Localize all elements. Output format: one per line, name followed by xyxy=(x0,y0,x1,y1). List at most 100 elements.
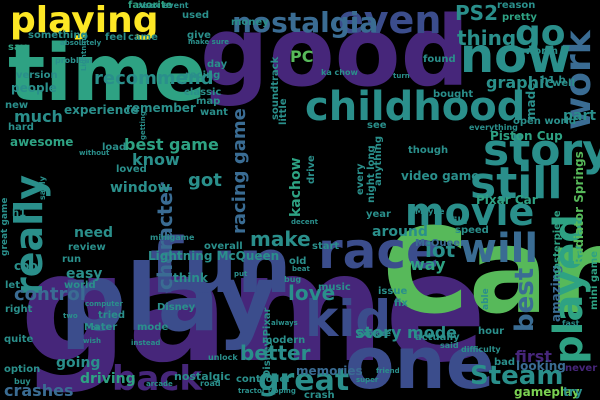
word-year: year xyxy=(366,209,391,220)
word-bought: bought xyxy=(433,89,473,100)
word-better: better xyxy=(240,341,311,365)
word-mini-game: mini game xyxy=(589,251,600,310)
word-crashes: crashes xyxy=(4,381,73,400)
word-friend: friend xyxy=(376,367,400,375)
word-fast: fast xyxy=(562,319,580,328)
word-story: story xyxy=(483,125,600,176)
word-came: came xyxy=(128,32,158,43)
word-one: one xyxy=(345,321,495,400)
word-experience: experience xyxy=(64,103,139,117)
word-getting: getting xyxy=(139,111,147,140)
word-absolutely: absolutely xyxy=(60,39,102,47)
word-difficulty: difficulty xyxy=(461,345,501,354)
word-great-game: great game xyxy=(0,198,10,257)
word-want: want xyxy=(200,107,228,118)
word-tractor-tipping: tractor tipping xyxy=(238,387,296,395)
word-pixar-car: Pixar Car xyxy=(476,193,538,207)
word-modern: modern xyxy=(262,335,305,346)
word-need: need xyxy=(74,225,113,241)
word-decent: decent xyxy=(291,218,319,226)
word-video-game: video game xyxy=(401,169,479,183)
word-car: Car xyxy=(382,202,600,340)
word-played: played xyxy=(546,214,592,364)
word-go: go xyxy=(515,13,566,54)
word-xbox: xbox xyxy=(138,1,160,10)
word-time: time xyxy=(8,29,206,119)
word-found: found xyxy=(423,54,456,65)
word-even: even xyxy=(338,0,441,42)
word-controller: controller xyxy=(236,374,291,385)
word-always: always xyxy=(271,319,298,327)
word-file: file xyxy=(450,216,468,227)
word-nostalgic: nostalgic xyxy=(174,370,231,383)
word-ok: ok xyxy=(91,324,101,332)
word-try: try xyxy=(563,385,583,399)
word-give: give xyxy=(187,30,211,41)
word-unlock: unlock xyxy=(208,353,238,362)
word-disney: Disney xyxy=(157,302,196,313)
word-best: best xyxy=(510,268,540,332)
word-make-sure: make sure xyxy=(188,38,229,46)
word-ps2: PS2 xyxy=(455,1,498,25)
word-play: play xyxy=(60,245,277,352)
word-story-mode: story mode xyxy=(355,323,457,342)
word-remember: remember xyxy=(126,101,196,115)
word-without: without xyxy=(79,149,110,157)
word-back: back xyxy=(112,359,203,399)
word-good: good xyxy=(200,0,469,108)
word-work: work xyxy=(558,29,599,130)
word-easy: easy xyxy=(66,266,102,282)
word-bad: bad xyxy=(494,357,515,368)
word-wish: wish xyxy=(83,337,101,345)
word-open-world: open world xyxy=(513,116,576,127)
word-money: money xyxy=(231,17,269,28)
word-music: music xyxy=(318,282,351,293)
word-looking: looking xyxy=(516,359,566,373)
word-instead: instead xyxy=(131,339,160,347)
word-quite: quite xyxy=(4,334,33,345)
word-way: way xyxy=(410,255,446,274)
word-now: now xyxy=(460,28,572,84)
word-still: still xyxy=(470,158,562,209)
word-mcqueen: McQueen xyxy=(415,238,467,249)
word-control: control xyxy=(14,284,86,305)
word-never: never xyxy=(565,363,597,374)
word-lightning-mcqueen: Lightning McQueen xyxy=(148,249,279,263)
word-character: character xyxy=(153,182,177,290)
word-ka-chow: ka chow xyxy=(321,68,358,77)
word-steam: Steam xyxy=(470,361,563,391)
word-graphic: graphic xyxy=(486,73,554,92)
word-will: will xyxy=(460,226,538,272)
word-thing: thing xyxy=(457,26,516,50)
word-said: said xyxy=(440,341,459,350)
word-bug: bug xyxy=(284,275,301,284)
word-load: load xyxy=(102,142,126,153)
word-something: something xyxy=(28,30,88,41)
word-kachow: kachow xyxy=(288,157,304,217)
word-super: super xyxy=(356,376,379,384)
word-gameplay: gameplay xyxy=(514,385,580,399)
word-reason: reason xyxy=(497,0,535,11)
word-childhood: childhood xyxy=(305,84,525,130)
word-say: say xyxy=(8,42,27,53)
word-think: think xyxy=(173,271,209,285)
word-event: event xyxy=(163,1,189,10)
word-start: start xyxy=(312,241,339,252)
word-sadly: sadly xyxy=(38,175,47,200)
word-pretty: pretty xyxy=(502,12,537,23)
word-buy: buy xyxy=(14,377,31,386)
word-see: see xyxy=(367,120,387,131)
word-map: map xyxy=(196,96,220,107)
word-hard: hard xyxy=(8,122,34,133)
word-disney-pixar: Disney Pixar xyxy=(262,307,273,378)
word-let: let xyxy=(5,280,20,291)
word-tried: tried xyxy=(98,310,125,321)
word-people: people xyxy=(11,81,57,95)
word-piston-cup: Piston Cup xyxy=(490,129,563,143)
word-turn: turn xyxy=(393,72,410,80)
word-cool: cool xyxy=(14,259,42,273)
word-well: well xyxy=(552,78,575,89)
word-though: though xyxy=(408,145,448,156)
